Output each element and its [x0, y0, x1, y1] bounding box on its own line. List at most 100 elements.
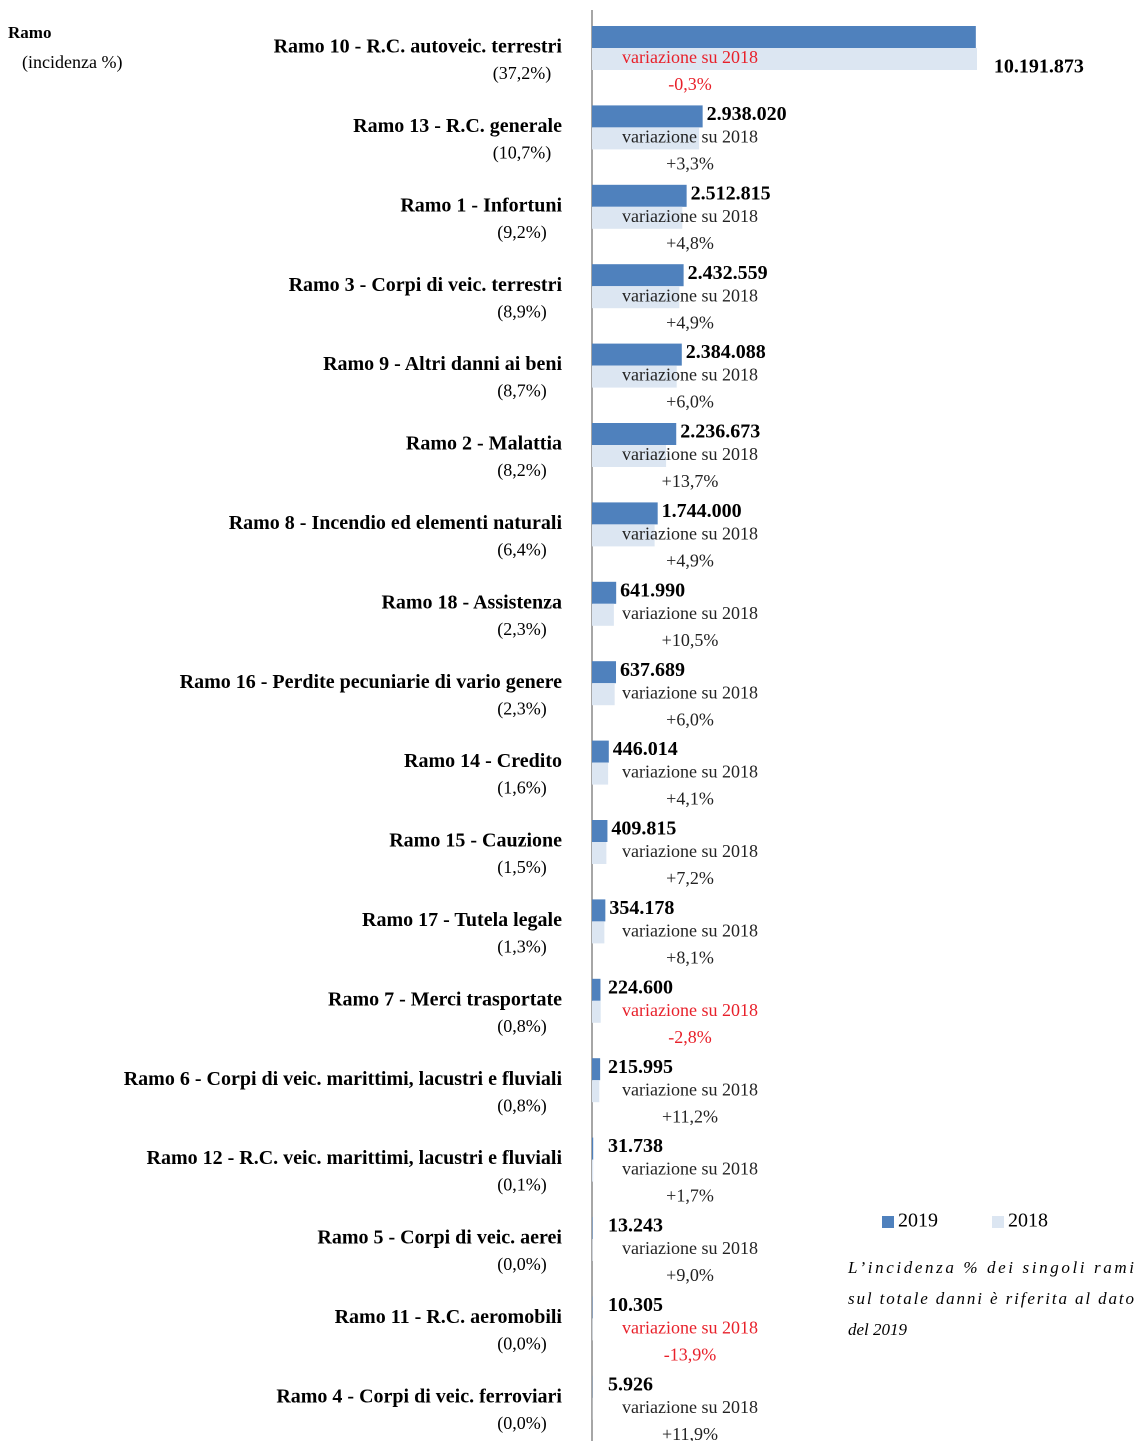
- value-label: 13.243: [608, 1215, 663, 1237]
- legend-label: 2019: [898, 1210, 938, 1232]
- value-label: 637.689: [620, 659, 685, 681]
- category-label: Ramo 1 - Infortuni: [400, 194, 562, 216]
- value-label: 215.995: [608, 1056, 673, 1078]
- value-label: 446.014: [613, 738, 678, 760]
- category-label: Ramo 14 - Credito: [404, 750, 562, 772]
- incidence-label: (9,2%): [497, 222, 546, 243]
- variation-label: +11,2%: [662, 1106, 718, 1126]
- variation-title: variazione su 2018: [622, 1318, 758, 1338]
- incidence-label: (0,0%): [497, 1334, 546, 1355]
- variation-title: variazione su 2018: [622, 206, 758, 226]
- incidence-label: (8,2%): [497, 460, 546, 481]
- incidence-label: (0,8%): [497, 1016, 546, 1037]
- incidence-label: (0,1%): [497, 1175, 546, 1196]
- value-label: 224.600: [608, 976, 673, 998]
- variation-title: variazione su 2018: [622, 1397, 758, 1417]
- incidence-label: (1,6%): [497, 778, 546, 799]
- variation-label: +6,0%: [666, 709, 714, 729]
- bar: [592, 423, 677, 445]
- incidence-label: (8,9%): [497, 301, 546, 322]
- value-label: 2.236.673: [680, 421, 760, 443]
- bar: [592, 740, 609, 763]
- variation-label: +13,7%: [662, 471, 719, 491]
- bar: [592, 1137, 594, 1160]
- note: sul totale danni è riferita al dato: [848, 1289, 1134, 1308]
- variation-title: variazione su 2018: [622, 1000, 758, 1020]
- value-label: 354.178: [609, 897, 674, 919]
- bar: [592, 1000, 601, 1023]
- variation-label: +6,0%: [666, 392, 714, 412]
- bar: [592, 48, 977, 70]
- value-label: 10.191.873: [994, 56, 1084, 78]
- variation-label: +7,2%: [666, 868, 714, 888]
- note: L’incidenza % dei singoli rami: [847, 1258, 1134, 1277]
- bar: [592, 899, 606, 922]
- category-label: Ramo 8 - Incendio ed elementi naturali: [229, 512, 563, 534]
- bar: [592, 1159, 594, 1182]
- incidence-label: (0,8%): [497, 1095, 546, 1116]
- variation-title: variazione su 2018: [622, 127, 758, 147]
- legend-label: 2018: [1008, 1210, 1048, 1232]
- category-label: Ramo 7 - Merci trasportate: [328, 988, 562, 1010]
- incidence-label: (6,4%): [497, 540, 546, 561]
- value-label: 2.938.020: [707, 103, 787, 125]
- bar: [592, 343, 682, 366]
- value-label: 2.384.088: [686, 341, 766, 363]
- variation-label: +1,7%: [666, 1186, 714, 1206]
- bar: [592, 26, 976, 48]
- incidence-label: (1,5%): [497, 857, 546, 878]
- incidence-label: (37,2%): [493, 63, 551, 84]
- bar: [592, 365, 677, 388]
- bar: [592, 603, 614, 626]
- header-title: Ramo: [8, 23, 51, 42]
- bar: [592, 661, 617, 684]
- value-label: 641.990: [620, 579, 685, 601]
- note: del 2019: [848, 1320, 908, 1339]
- variation-title: variazione su 2018: [622, 285, 758, 305]
- value-label: 2.432.559: [688, 262, 768, 284]
- variation-title: variazione su 2018: [622, 841, 758, 861]
- bar: [592, 524, 655, 547]
- variation-label: +9,0%: [666, 1265, 714, 1285]
- variation-label: +3,3%: [666, 154, 714, 174]
- bar: [592, 264, 684, 287]
- variation-title: variazione su 2018: [622, 682, 758, 702]
- incidence-label: (0,0%): [497, 1254, 546, 1275]
- bar: [592, 1080, 600, 1103]
- bar: [592, 762, 609, 785]
- variation-title: variazione su 2018: [622, 603, 758, 623]
- bar: [592, 127, 700, 150]
- legend-swatch: [992, 1216, 1004, 1228]
- category-label: Ramo 2 - Malattia: [406, 433, 562, 455]
- variation-label: +4,1%: [666, 789, 714, 809]
- category-label: Ramo 17 - Tutela legale: [362, 909, 562, 931]
- variation-title: variazione su 2018: [622, 524, 758, 544]
- variation-label: +4,9%: [666, 312, 714, 332]
- category-label: Ramo 18 - Assistenza: [381, 591, 562, 613]
- bar: [592, 184, 687, 207]
- variation-label: -0,3%: [668, 74, 712, 94]
- variation-label: +11,9%: [662, 1424, 718, 1441]
- variation-title: variazione su 2018: [622, 1079, 758, 1099]
- category-label: Ramo 6 - Corpi di veic. marittimi, lacus…: [124, 1068, 563, 1090]
- variation-title: variazione su 2018: [622, 762, 758, 782]
- incidence-label: (8,7%): [497, 381, 546, 402]
- bar: [592, 206, 683, 229]
- category-label: Ramo 12 - R.C. veic. marittimi, lacustri…: [147, 1147, 563, 1169]
- category-label: Ramo 16 - Perdite pecuniarie di vario ge…: [180, 671, 562, 693]
- value-label: 1.744.000: [662, 500, 742, 522]
- variation-title: variazione su 2018: [622, 47, 758, 67]
- bar: [592, 105, 703, 128]
- bar: [592, 683, 615, 706]
- incidence-label: (10,7%): [493, 143, 551, 164]
- value-label: 5.926: [608, 1373, 653, 1395]
- bar: [592, 445, 667, 467]
- category-label: Ramo 13 - R.C. generale: [353, 115, 562, 137]
- incidence-label: (2,3%): [497, 698, 546, 719]
- variation-label: -2,8%: [668, 1027, 712, 1047]
- variation-title: variazione su 2018: [622, 444, 758, 464]
- category-label: Ramo 10 - R.C. autoveic. terrestri: [274, 36, 563, 58]
- bar: [592, 502, 658, 525]
- value-label: 409.815: [611, 818, 676, 840]
